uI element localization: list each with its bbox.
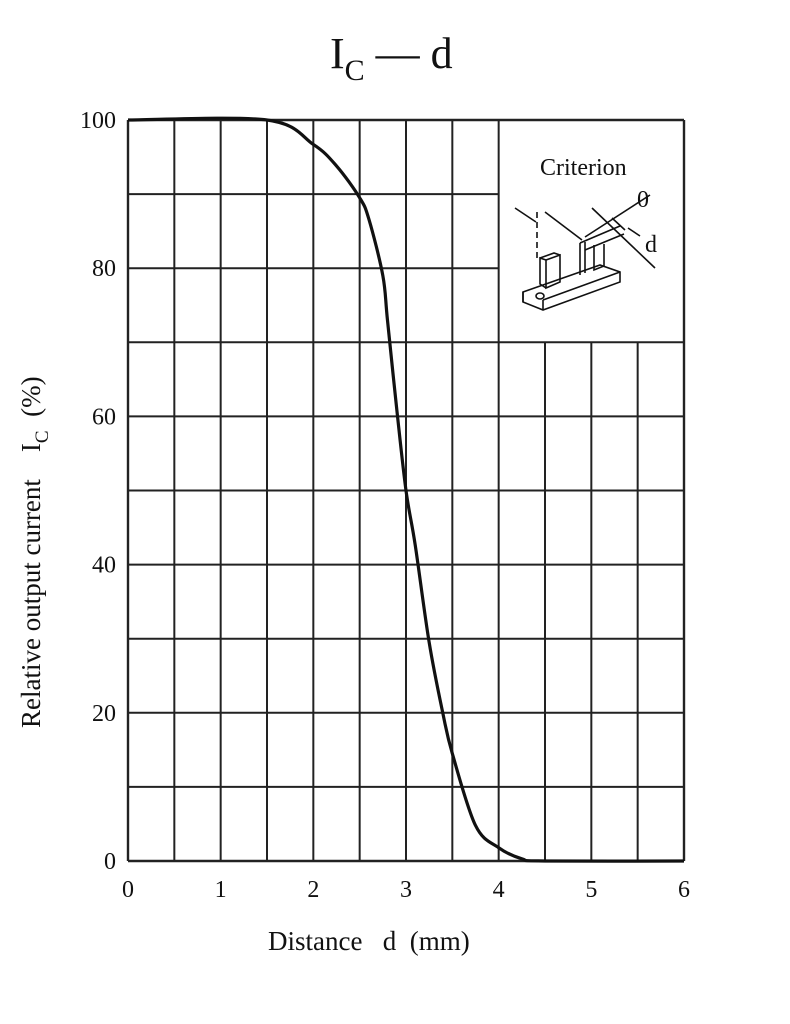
x-tick-label: 6 bbox=[678, 877, 690, 903]
x-tick-label: 3 bbox=[400, 877, 412, 903]
x-tick-label: 4 bbox=[493, 877, 505, 903]
y-tick-label: 80 bbox=[92, 256, 116, 282]
inset-criterion-label: Criterion bbox=[540, 155, 627, 181]
y-axis-label: Relative output current IC (%) bbox=[16, 376, 53, 728]
x-tick-label: 1 bbox=[215, 877, 227, 903]
sensor-diagram-icon bbox=[514, 194, 656, 311]
x-tick-label: 2 bbox=[307, 877, 319, 903]
y-tick-label: 100 bbox=[80, 108, 116, 134]
criterion-inset: Criterion 0 d bbox=[514, 155, 657, 311]
x-tick-label: 5 bbox=[585, 877, 597, 903]
chart-title: IC — d bbox=[330, 29, 453, 87]
y-tick-label: 60 bbox=[92, 404, 116, 430]
y-tick-label: 40 bbox=[92, 553, 116, 579]
x-axis-label: Distance d (mm) bbox=[268, 926, 470, 956]
x-tick-label: 0 bbox=[122, 877, 134, 903]
series-line-ic bbox=[127, 116, 685, 863]
y-tick-label: 0 bbox=[104, 849, 116, 875]
inset-d-label: d bbox=[645, 232, 657, 258]
y-tick-label: 20 bbox=[92, 701, 116, 727]
